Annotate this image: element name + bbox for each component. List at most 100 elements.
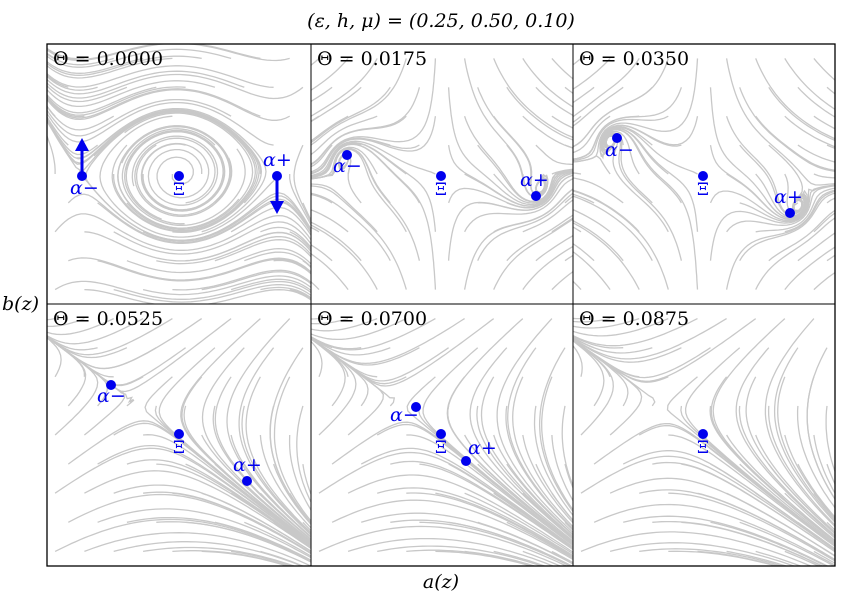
streamline [564,144,573,149]
streamline [725,58,835,186]
streamline [347,537,555,566]
streamline [464,178,573,233]
streamline [681,521,824,566]
alpha-minus-point [612,133,622,143]
streamline [573,57,582,66]
streamline [47,74,69,88]
streamline [231,550,294,566]
streamline [97,508,311,559]
streamline [230,278,311,292]
streamline [311,115,378,156]
streamline [480,376,573,538]
streamline [573,115,611,154]
panel-6-label: Θ = 0.0875 [579,308,689,330]
streamline [573,318,757,382]
streamline [260,226,311,249]
streamline [143,546,296,566]
streamline [561,405,573,488]
streamline [522,58,573,108]
alpha-minus-label: α− [70,177,99,199]
streamline [813,173,835,179]
streamline [573,87,683,161]
streamline [784,173,804,214]
alpha-plus-label: α+ [774,186,803,208]
streamline [47,70,245,95]
panel-5-label: Θ = 0.0700 [317,308,427,330]
streamline [97,444,311,547]
streamline [573,242,595,262]
streamline [535,234,573,262]
streamline [745,376,835,535]
streamline [573,58,669,148]
streamline [551,168,573,175]
streamline [76,107,267,233]
streamline [493,434,573,536]
streamline [47,115,69,146]
streamline [47,318,144,345]
streamline [47,109,262,174]
streamline [755,217,835,290]
streamline [551,115,573,129]
streamline [125,131,224,220]
streamline [668,492,835,562]
streamline [302,260,311,269]
streamline [47,105,56,117]
streamline [311,58,437,173]
streamline [639,548,784,566]
streamline [47,101,274,146]
streamline [564,195,573,204]
streamline [573,177,624,204]
streamline [684,347,835,546]
streamline [813,550,835,564]
streamline [311,142,437,232]
streamline [435,492,573,558]
streamline [813,212,835,233]
panel-2-streamlines [311,57,573,291]
streamline [573,195,653,262]
streamline [201,492,311,553]
figure-title: (ε, h, μ) = (0.25, 0.50, 0.10) [307,10,575,32]
streamline [47,337,62,378]
streamline [538,347,573,513]
streamline [47,86,186,116]
streamline [477,192,573,261]
streamline [768,209,835,262]
streamline [493,550,547,566]
streamline [806,347,835,501]
saddle-point [174,171,184,181]
streamline [493,218,573,290]
streamline [755,115,835,171]
streamline [311,280,320,291]
streamline [347,474,573,553]
streamline [289,174,311,227]
streamline [784,550,821,566]
alpha-plus-point [461,456,471,466]
streamline [269,347,311,525]
panel-5: Θ = 0.0700 α− Ξ α+ [311,308,573,566]
streamline [113,111,256,232]
streamline [311,86,362,123]
saddle-point-label: Ξ [697,180,709,200]
streamline [506,86,573,141]
streamline [311,86,391,144]
streamline [47,336,99,436]
streamline [47,336,128,359]
alpha-plus-label: α+ [233,454,262,476]
streamline [214,239,311,262]
streamline [533,405,573,517]
streamline [813,57,835,81]
streamline [493,58,573,139]
streamline [311,224,378,290]
streamline [273,521,311,549]
streamline [245,376,311,534]
y-axis-label: b(z) [2,293,39,315]
streamline [47,317,56,321]
streamline [573,318,727,360]
streamline [477,521,573,565]
streamline [47,336,157,370]
streamline [311,115,349,142]
streamline [726,550,789,566]
streamline [311,338,346,407]
streamline [580,455,835,551]
